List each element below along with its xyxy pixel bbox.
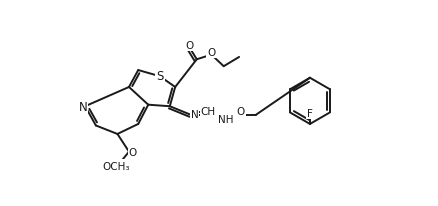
Text: O: O	[129, 147, 137, 157]
Text: N: N	[78, 100, 87, 113]
Text: OCH₃: OCH₃	[102, 161, 130, 171]
Text: F: F	[307, 109, 313, 119]
Text: CH: CH	[201, 106, 216, 116]
Text: N: N	[191, 109, 198, 119]
Text: NH: NH	[218, 115, 234, 125]
Text: O: O	[185, 41, 193, 51]
Text: O: O	[237, 106, 245, 116]
Text: S: S	[156, 70, 163, 83]
Text: O: O	[207, 47, 215, 57]
